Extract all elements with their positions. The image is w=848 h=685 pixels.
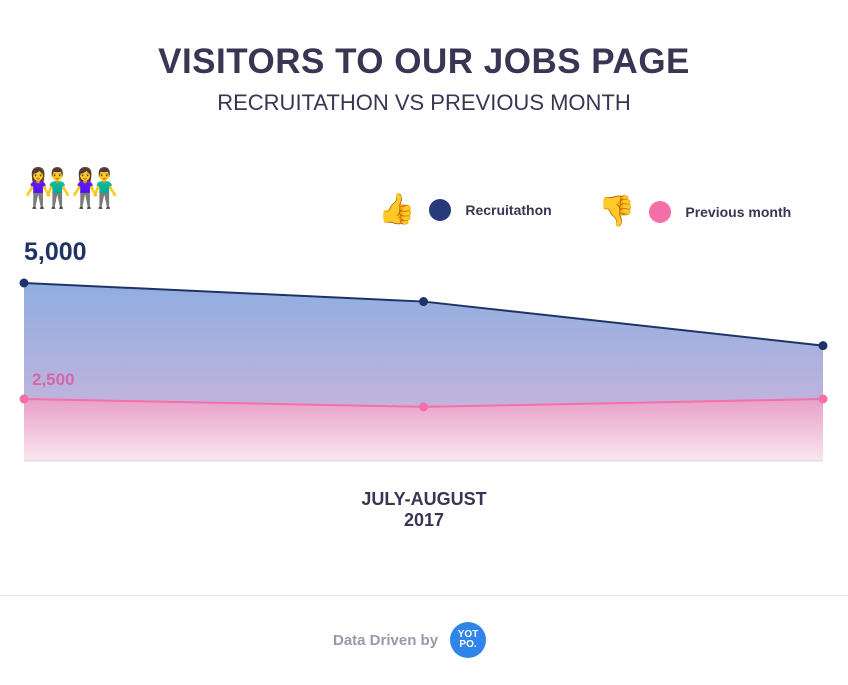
thumbs-up-icon: 👍 <box>378 193 416 226</box>
legend-label: Previous month <box>685 204 792 220</box>
data-point <box>818 394 828 404</box>
x-axis-label-line1: JULY-AUGUST <box>361 489 487 509</box>
data-point <box>419 297 428 307</box>
data-point <box>419 402 428 412</box>
series-area-1 <box>24 399 823 461</box>
legend-item-recruitathon: 👍 Recruitathon <box>378 195 552 225</box>
footer: Data Driven by YOT PO. <box>333 622 487 658</box>
legend-dot <box>649 201 672 223</box>
footer-divider <box>0 595 848 596</box>
data-point <box>19 394 29 404</box>
previous-value-label: 2,500 <box>32 370 75 389</box>
legend-dot <box>429 199 452 221</box>
legend-label: Recruitathon <box>465 202 552 218</box>
couple-emoji-icon: 👫👫 <box>24 168 119 210</box>
x-axis-label: JULY-AUGUST 2017 <box>0 489 848 531</box>
footer-text: Data Driven by <box>333 631 439 649</box>
data-point <box>818 341 828 351</box>
chart-subtitle: RECRUITATHON VS PREVIOUS MONTH <box>217 90 631 115</box>
thumbs-down-icon: 👎 <box>598 195 636 228</box>
legend-item-previous-month: 👎 Previous month <box>598 197 791 227</box>
yotpo-logo[interactable]: YOT PO. <box>450 622 487 658</box>
data-point <box>19 278 29 288</box>
chart-title: VISITORS TO OUR JOBS PAGE <box>158 42 690 81</box>
x-axis-label-line2: 2017 <box>403 510 445 530</box>
max-value-label: 5,000 <box>24 238 87 266</box>
